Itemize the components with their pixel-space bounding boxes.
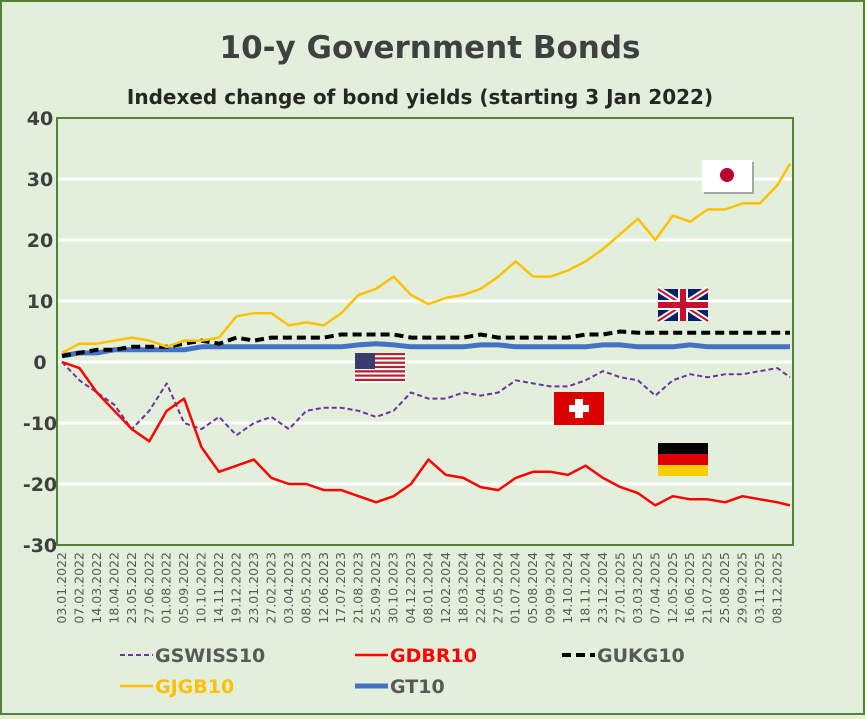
x-tick-label: 08.05.2023: [298, 552, 313, 624]
x-tick-label: 18.03.2024: [455, 552, 470, 624]
series-line-gswiss10: [61, 361, 791, 437]
x-tick-label: 14.03.2022: [89, 552, 104, 624]
x-tick-label: 03.11.2025: [752, 552, 767, 624]
x-tick-label: 14.11.2022: [211, 552, 226, 624]
flag-stripe: [355, 372, 405, 375]
x-tick-label: 18.11.2024: [578, 552, 593, 624]
series-lines: [61, 163, 792, 507]
legend-label-gt10: GT10: [390, 676, 445, 698]
x-tick-label: 07.02.2022: [71, 552, 86, 624]
flag-canton: [355, 353, 375, 369]
x-tick-label: 29.09.2025: [735, 552, 750, 624]
legend-label-gswiss10: GSWISS10: [155, 645, 265, 667]
flag-stripe: [355, 361, 405, 364]
x-tick-label: 08.01.2024: [420, 552, 435, 624]
flag-stripe: [355, 353, 405, 356]
flag-stripe: [355, 381, 405, 384]
y-tick-label: 40: [27, 108, 53, 130]
x-tick-label: 30.10.2023: [386, 552, 401, 624]
x-tick-label: 12.06.2023: [316, 552, 331, 624]
y-tick-label: 20: [27, 230, 53, 252]
y-tick-label: -20: [23, 474, 57, 496]
chart-subtitle: Indexed change of bond yields (starting …: [127, 85, 713, 109]
x-tick-label: 23.01.2023: [246, 552, 261, 624]
x-tick-label: 17.07.2023: [333, 552, 348, 624]
series-line-gjgb10: [61, 163, 792, 355]
flag-stripe: [355, 363, 405, 366]
chart-title: 10-y Government Bonds: [220, 30, 641, 66]
y-tick-label: 10: [27, 291, 53, 313]
series-line-gt10: [61, 341, 790, 359]
flag-stripe: [355, 357, 405, 360]
y-axis: 40 30 20 10 0 -10 -20 -30: [23, 108, 57, 557]
gridlines: [57, 177, 793, 486]
flag-germany-icon: [658, 443, 708, 476]
flag-stripe: [355, 370, 405, 373]
x-axis: 03.01.2022 07.02.2022 14.03.2022 18.04.2022…: [54, 552, 784, 624]
flag-stripe: [355, 374, 405, 377]
y-tick-label: 0: [33, 352, 46, 374]
flag-stripe: [355, 378, 405, 382]
x-tick-label: 23.12.2024: [595, 552, 610, 624]
x-tick-label: 08.12.2025: [769, 552, 784, 624]
flag-stripe: [355, 376, 405, 379]
x-tick-label: 10.10.2022: [194, 552, 209, 624]
x-tick-label: 25.08.2025: [717, 552, 732, 624]
flag-stripe: [355, 368, 405, 371]
flag-japan-icon: [702, 160, 754, 194]
x-tick-label: 21.08.2023: [351, 552, 366, 624]
x-tick-label: 14.10.2024: [560, 552, 575, 624]
legend: GSWISS10 GDBR10 GUKG10 GJGB10 GT10: [120, 645, 685, 698]
y-tick-label: -30: [23, 535, 57, 557]
x-tick-label: 27.02.2023: [263, 552, 278, 624]
x-tick-label: 12.05.2025: [665, 552, 680, 624]
x-tick-label: 01.07.2024: [508, 552, 523, 624]
flag-stripe: [355, 359, 405, 362]
x-tick-label: 25.09.2023: [368, 552, 383, 624]
x-tick-label: 23.05.2022: [124, 552, 139, 624]
x-tick-label: 18.04.2022: [106, 552, 121, 624]
flag-switzerland-icon: [554, 392, 604, 425]
series-line-gukg10: [61, 329, 790, 358]
x-tick-label: 05.09.2022: [176, 552, 191, 624]
x-tick-label: 27.01.2025: [612, 552, 627, 624]
x-tick-label: 07.04.2025: [647, 552, 662, 624]
legend-label-gukg10: GUKG10: [597, 645, 685, 667]
series-line-gdbr10: [61, 360, 791, 507]
x-tick-label: 01.08.2022: [159, 552, 174, 624]
flag-stripe: [355, 365, 405, 369]
x-tick-label: 03.03.2025: [630, 552, 645, 624]
x-tick-label: 03.01.2022: [54, 552, 69, 624]
x-tick-label: 27.06.2022: [141, 552, 156, 624]
x-tick-label: 04.12.2023: [403, 552, 418, 624]
x-tick-label: 12.02.2024: [438, 552, 453, 624]
x-tick-label: 27.05.2024: [490, 552, 505, 624]
x-tick-label: 03.04.2023: [281, 552, 296, 624]
x-tick-label: 19.12.2022: [229, 552, 244, 624]
x-tick-label: 22.04.2024: [473, 552, 488, 624]
flag-uk-icon: [656, 286, 710, 324]
legend-label-gjgb10: GJGB10: [155, 676, 234, 698]
flag-usa-icon: [355, 353, 405, 384]
x-tick-label: 21.07.2025: [700, 552, 715, 624]
plot-area: [56, 117, 794, 546]
x-tick-label: 09.09.2024: [543, 552, 558, 624]
y-tick-label: 30: [27, 169, 53, 191]
flag-stripe: [355, 355, 405, 358]
x-tick-label: 05.08.2024: [525, 552, 540, 624]
legend-label-gdbr10: GDBR10: [390, 645, 477, 667]
x-tick-label: 16.06.2025: [682, 552, 697, 624]
y-tick-label: -10: [23, 413, 57, 435]
